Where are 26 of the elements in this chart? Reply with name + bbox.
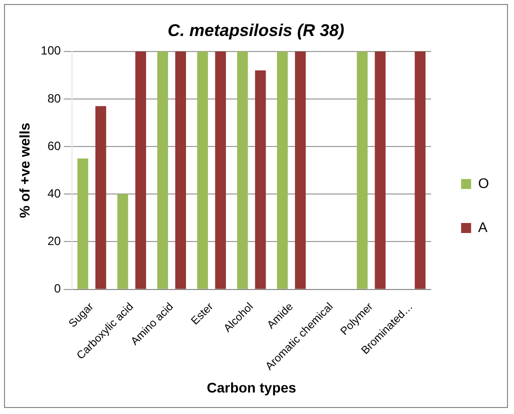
bar: [77, 158, 88, 289]
y-tick-label: 0: [54, 282, 62, 296]
y-tick-label: 60: [47, 138, 62, 153]
y-tick-label: 80: [47, 91, 62, 106]
bar: [237, 51, 248, 289]
bar: [374, 51, 386, 289]
bar: [135, 51, 146, 289]
bar: [175, 51, 186, 289]
chart-title: C. metapsilosis (R 38): [168, 20, 345, 40]
bar: [157, 51, 168, 289]
legend-label: O: [478, 174, 490, 191]
bar: [356, 51, 368, 289]
y-tick-label: 40: [47, 186, 62, 200]
bar: [95, 106, 106, 289]
y-tick-label: 20: [47, 234, 62, 248]
bar: [197, 51, 208, 289]
x-axis-title: Carbon types: [206, 379, 296, 396]
bar: [117, 194, 128, 289]
legend-label: A: [478, 218, 488, 235]
y-axis-title: % of +ve wells: [16, 122, 32, 218]
y-tick-label: 100: [40, 44, 62, 58]
bar: [255, 70, 266, 289]
bar: [414, 51, 426, 289]
bar: [294, 51, 306, 289]
bar: [215, 51, 226, 289]
bar: [277, 51, 288, 289]
